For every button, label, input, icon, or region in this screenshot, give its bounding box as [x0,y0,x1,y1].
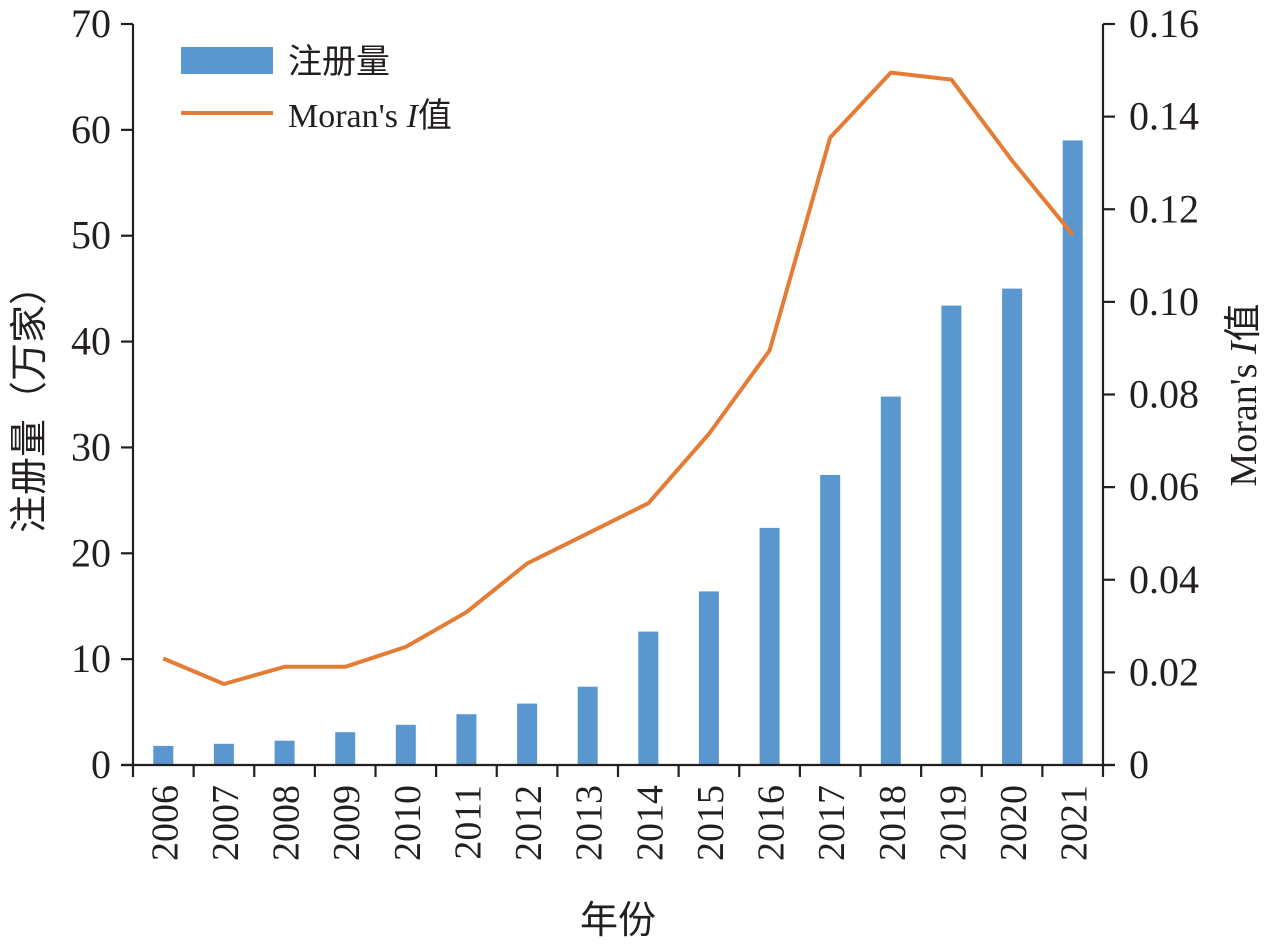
legend: 注册量 Moran's I值 [181,42,452,136]
bar-2006 [153,745,174,765]
left-tick-label: 30 [71,424,111,469]
bar-2008 [274,740,295,765]
bar-2014 [638,631,659,765]
x-tick-label-2018: 2018 [872,785,914,861]
bar-2011 [456,714,477,765]
bar-2015 [698,591,719,765]
right-tick-label: 0.10 [1129,279,1199,324]
x-tick-label-2020: 2020 [993,785,1035,861]
legend-bar-label: 注册量 [288,42,390,82]
right-tick-label: 0.12 [1129,186,1199,231]
x-tick-label-2006: 2006 [144,785,186,861]
x-tick-label-2012: 2012 [508,785,550,861]
x-tick-label-2015: 2015 [690,785,732,861]
x-tick-label-2009: 2009 [326,785,368,861]
bar-series [153,140,1083,765]
right-tick-label: 0.06 [1129,464,1199,509]
x-tick-label-2010: 2010 [387,785,429,861]
right-axis-title-prefix: Moran's [1223,354,1265,486]
left-tick-label: 0 [91,742,111,787]
right-axis-title-suffix: 值 [1221,303,1265,341]
left-tick-label: 70 [71,1,111,46]
x-tick-label-2007: 2007 [205,785,247,861]
right-tick-label: 0.04 [1129,557,1199,602]
bar-2007 [213,743,234,765]
x-tick-label-2021: 2021 [1054,785,1096,861]
right-axis-title-italic: I [1223,339,1265,355]
bar-2021 [1062,140,1083,765]
left-axis-title: 注册量（万家） [7,267,51,533]
legend-line-label-prefix: Moran's [288,98,407,135]
x-tick-label-2011: 2011 [447,785,489,860]
x-tick-label-2013: 2013 [569,785,611,861]
legend-line-label-italic: I [406,98,420,135]
x-tick-label-2019: 2019 [932,785,974,861]
right-tick-label: 0.02 [1129,649,1199,694]
legend-bar-swatch [181,47,273,74]
right-axis-title: Moran's I值 [1221,303,1265,486]
bar-2016 [759,527,780,765]
right-tick-label: 0.08 [1129,372,1199,417]
x-tick-label-2016: 2016 [751,785,793,861]
right-tick-label: 0.16 [1129,1,1199,46]
left-tick-label: 10 [71,636,111,681]
line-series [162,70,1075,686]
right-tick-label: 0.14 [1129,94,1199,139]
legend-line-label: Moran's I值 [288,96,452,136]
left-tick-label: 40 [71,319,111,364]
bar-2010 [395,724,416,765]
bar-2018 [880,396,901,765]
x-tick-label-2008: 2008 [266,785,308,861]
right-tick-label: 0 [1129,742,1149,787]
bar-2020 [1002,288,1023,765]
x-tick-label-2014: 2014 [629,785,671,861]
axes [121,24,1115,767]
legend-line-label-suffix: 值 [418,96,452,136]
left-tick-label: 20 [71,530,111,575]
bar-2009 [335,732,356,765]
x-tick-label-2017: 2017 [811,785,853,861]
ticks: 0 10 20 30 40 50 60 70 0 0.02 0.04 0.06 0.08 0.10 0.12… [71,1,1199,861]
left-tick-label: 50 [71,213,111,258]
left-tick-label: 60 [71,107,111,152]
bar-2012 [517,703,538,765]
x-axis-title: 年份 [580,898,656,942]
moran-line [162,70,1075,686]
bar-2017 [820,475,841,765]
bar-2019 [941,305,962,765]
bar-2013 [577,686,598,765]
